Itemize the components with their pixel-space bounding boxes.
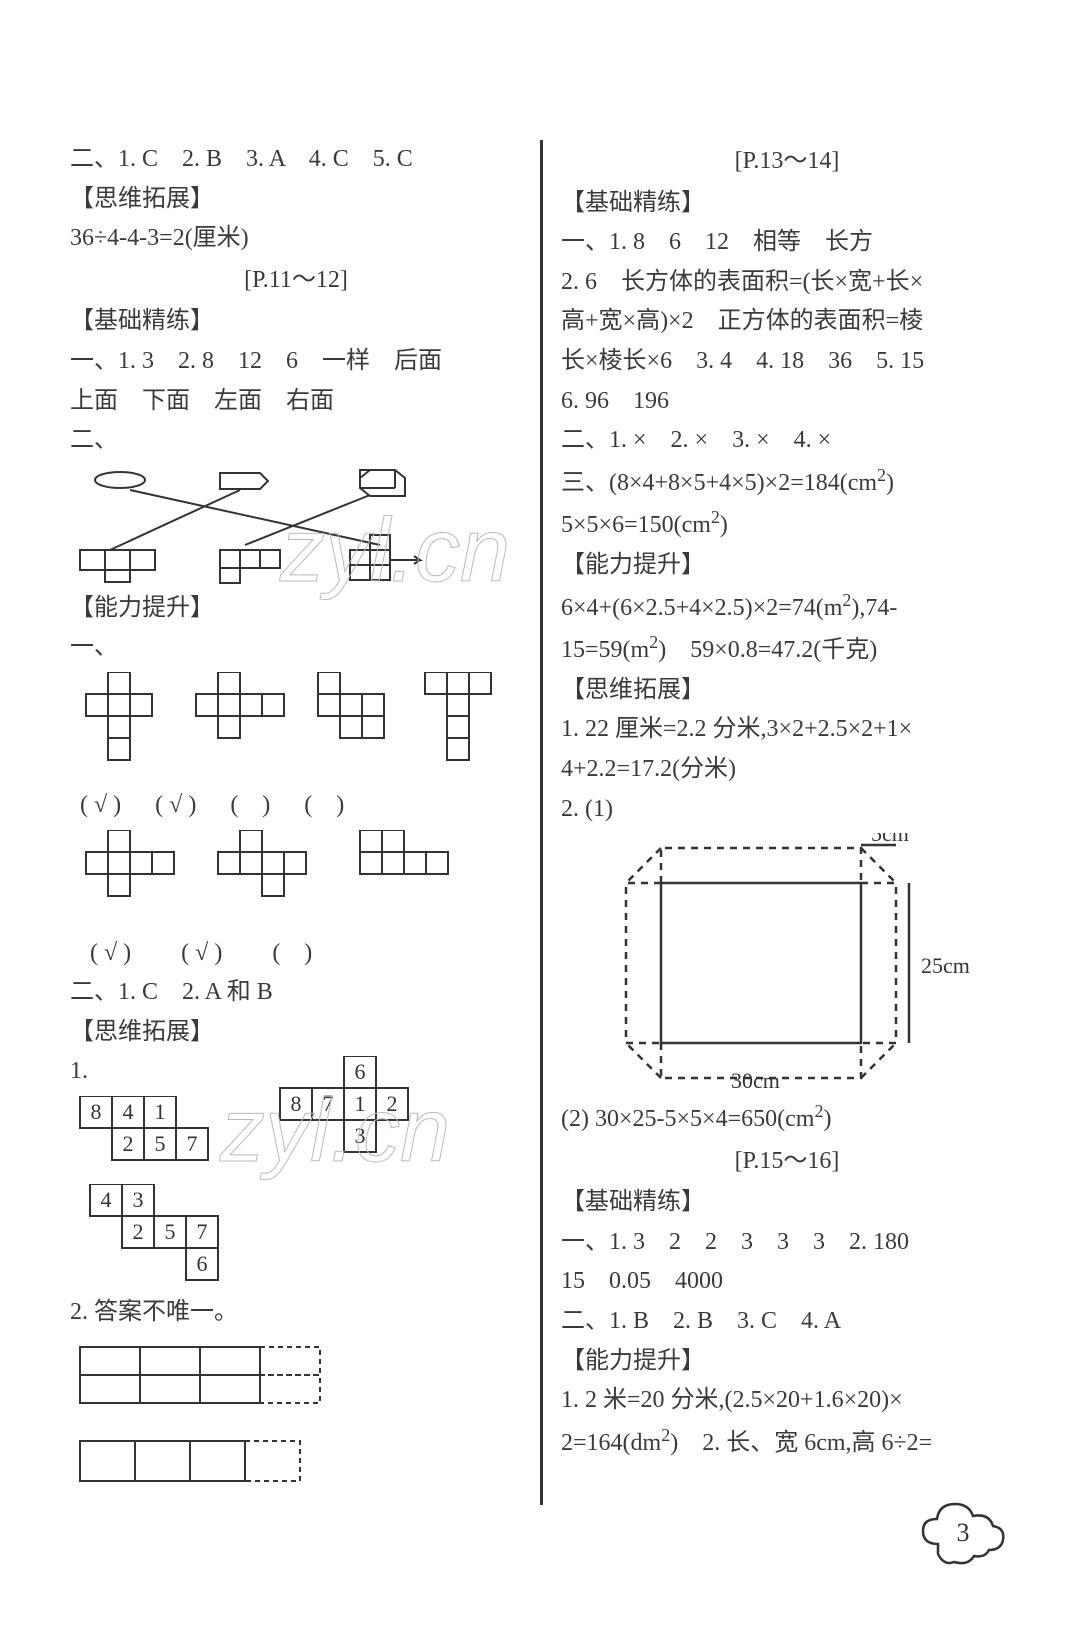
answer-line: 二、1. B 2. B 3. C 4. A [561, 1302, 1013, 1342]
section-heading: 【基础精练】 [561, 184, 1013, 224]
answer-line: 2. (1) [561, 790, 1013, 830]
right-column: [P.13～14] 【基础精练】 一、1. 8 6 12 相等 长方 2. 6 … [543, 140, 1013, 1505]
answer-line: 6. 96 196 [561, 382, 1013, 422]
answer-line: 长×棱长×6 3. 4 4. 18 36 5. 15 [561, 342, 1013, 382]
answer-line: 一、1. 3 2. 8 12 6 一样 后面 [70, 342, 522, 382]
answer-line: 二、1. C 2. A 和 B [70, 973, 522, 1013]
check-mark: ( ) [230, 786, 270, 826]
answer-line: 1. 2 米=20 分米,(2.5×20+1.6×20)× [561, 1381, 1013, 1421]
answer-line: 2=164(dm2) 2. 长、宽 6cm,高 6÷2= [561, 1421, 1013, 1464]
answers-line: 二、1. C 2. B 3. A 4. C 5. C [70, 140, 522, 180]
svg-text:25cm: 25cm [921, 953, 970, 978]
check-marks-row: ( √ ) ( √ ) ( ) [70, 934, 522, 974]
answer-line: 一、1. 8 6 12 相等 长方 [561, 223, 1013, 263]
check-mark: ( √ ) [80, 786, 121, 826]
net-group: 1. 841 257 [70, 1052, 230, 1180]
answer-line: 5×5×6=150(cm2) [561, 503, 1013, 546]
svg-text:2: 2 [133, 1219, 144, 1244]
check-mark: ( ) [304, 786, 344, 826]
answer-line: 15 0.05 4000 [561, 1262, 1013, 1302]
item-label: 1. [70, 1058, 88, 1084]
answer-line: 1. 22 厘米=2.2 分米,3×2+2.5×2+1× [561, 710, 1013, 750]
answer-line: 4+2.2=17.2(分米) [561, 750, 1013, 790]
number-net: 841 257 [70, 1096, 230, 1176]
page-number-badge: 3 [918, 1499, 1008, 1569]
answer-line: 6×4+(6×2.5+4×2.5)×2=74(m2),74- [561, 586, 1013, 629]
answer-line: 2. 6 长方体的表面积=(长×宽+长× [561, 263, 1013, 303]
answer-line: 二、 [70, 421, 522, 585]
svg-text:2: 2 [387, 1091, 398, 1116]
svg-text:8: 8 [91, 1099, 102, 1124]
answer-line: 二、1. × 2. × 3. × 4. × [561, 421, 1013, 461]
svg-text:3: 3 [133, 1187, 144, 1212]
check-mark: ( √ ) [90, 934, 131, 974]
svg-text:5: 5 [155, 1131, 166, 1156]
section-heading: 【基础精练】 [561, 1183, 1013, 1223]
answer-label: 一、 [70, 628, 522, 668]
answer-line: 上面 下面 左面 右面 [70, 382, 522, 422]
svg-text:7: 7 [323, 1091, 334, 1116]
svg-text:4: 4 [123, 1099, 134, 1124]
svg-text:3: 3 [355, 1123, 366, 1148]
cuboid-net [70, 1337, 370, 1427]
check-marks-row: ( √ ) ( √ ) ( ) ( ) [70, 786, 522, 826]
number-net: 6 8712 3 [270, 1056, 430, 1156]
cuboid-net [70, 1431, 370, 1501]
svg-text:5: 5 [165, 1219, 176, 1244]
page-range: [P.11～12] [70, 261, 522, 301]
check-mark: ( √ ) [155, 786, 196, 826]
section-heading: 【思维拓展】 [70, 1013, 522, 1053]
answer-line: 36÷4-4-3=2(厘米) [70, 219, 522, 259]
number-net: 43 257 6 [70, 1184, 250, 1289]
check-mark: ( √ ) [181, 934, 222, 974]
svg-text:1: 1 [355, 1091, 366, 1116]
box-net-diagram: 5cm 25cm 30cm [581, 833, 1001, 1093]
svg-text:6: 6 [355, 1059, 366, 1084]
section-heading: 【能力提升】 [561, 1342, 1013, 1382]
answer-line: (2) 30×25-5×5×4=650(cm2) [561, 1097, 1013, 1140]
section-heading: 【思维拓展】 [70, 180, 522, 220]
section-heading: 【能力提升】 [70, 589, 522, 629]
left-column: 二、1. C 2. B 3. A 4. C 5. C 【思维拓展】 36÷4-4… [70, 140, 540, 1505]
matching-diagram [70, 465, 450, 585]
section-heading: 【能力提升】 [561, 546, 1013, 586]
svg-text:6: 6 [197, 1251, 208, 1276]
nets-row-1 [70, 672, 510, 782]
svg-text:1: 1 [155, 1099, 166, 1124]
section-heading: 【基础精练】 [70, 302, 522, 342]
answer-line: 2. 答案不唯一。 [70, 1293, 522, 1333]
section-heading: 【思维拓展】 [561, 671, 1013, 711]
svg-text:8: 8 [291, 1091, 302, 1116]
answer-line: 15=59(m2) 59×0.8=47.2(千克) [561, 628, 1013, 671]
two-columns: 二、1. C 2. B 3. A 4. C 5. C 【思维拓展】 36÷4-4… [70, 140, 1016, 1505]
svg-text:30cm: 30cm [731, 1068, 780, 1093]
svg-text:2: 2 [123, 1131, 134, 1156]
answer-line: 一、1. 3 2 2 3 3 3 2. 180 [561, 1223, 1013, 1263]
svg-text:4: 4 [101, 1187, 112, 1212]
svg-text:3: 3 [957, 1518, 970, 1547]
check-mark: ( ) [272, 934, 312, 974]
answer-line: 高+宽×高)×2 正方体的表面积=棱 [561, 302, 1013, 342]
svg-text:7: 7 [187, 1131, 198, 1156]
svg-text:5cm: 5cm [871, 833, 909, 846]
page: zyl.cn zyl.cn 二、1. C 2. B 3. A 4. C 5. C… [0, 0, 1076, 1639]
svg-text:7: 7 [197, 1219, 208, 1244]
page-range: [P.15～16] [561, 1142, 1013, 1182]
page-range: [P.13～14] [561, 142, 1013, 182]
nets-row-2 [70, 830, 510, 930]
answer-line: 三、(8×4+8×5+4×5)×2=184(cm2) [561, 461, 1013, 504]
